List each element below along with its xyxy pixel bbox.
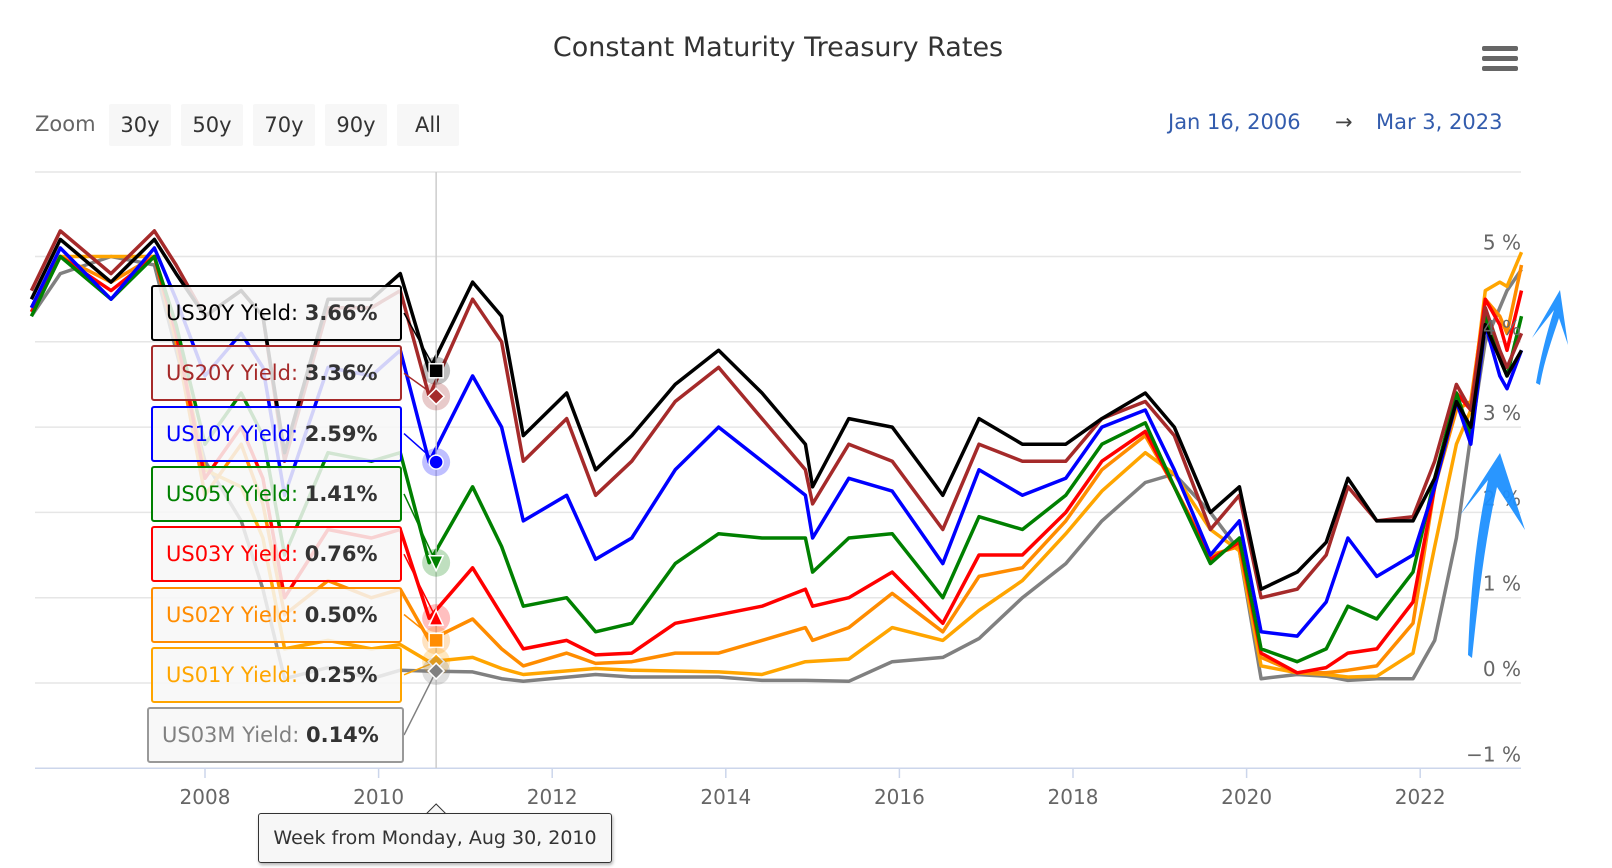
y-tick-label: 4 %	[1483, 316, 1521, 340]
y-tick-label: 5 %	[1483, 231, 1521, 255]
tooltip-series-label: US30Y Yield	[166, 301, 305, 325]
hamburger-icon[interactable]	[1482, 46, 1518, 74]
x-tick-label: 2012	[527, 785, 578, 809]
tooltip-connector	[403, 493, 437, 564]
hover-marker-circle	[428, 454, 444, 470]
zoom-50y-button[interactable]: 50y	[181, 104, 243, 146]
tooltip-item: US02Y Yield0.50%	[151, 586, 402, 643]
tooltip-series-label: US10Y Yield	[166, 422, 305, 446]
tooltip-item: US10Y Yield2.59%	[151, 405, 402, 462]
y-tick-label: 3 %	[1483, 401, 1521, 425]
tooltip-header: Week from Monday, Aug 30, 2010	[258, 813, 612, 863]
chart-title: Constant Maturity Treasury Rates	[552, 32, 1004, 63]
x-tick-label: 2014	[700, 785, 751, 809]
hover-marker-square	[428, 363, 444, 379]
tooltip-item: US03M Yield0.14%	[147, 707, 404, 764]
annotation-arrow-large	[1460, 453, 1525, 658]
tooltip-connector	[403, 670, 437, 736]
tooltip-series-label: US05Y Yield	[166, 482, 305, 506]
zoom-30y-button[interactable]: 30y	[109, 104, 171, 146]
x-tick-label: 2008	[180, 785, 231, 809]
tooltip-series-value: 0.76%	[304, 542, 378, 567]
x-tick-label: 2010	[353, 785, 404, 809]
tooltip-series-value: 3.66%	[304, 301, 378, 325]
tooltip-item: US30Y Yield3.66%	[151, 285, 402, 341]
tooltip-series-label: US02Y Yield	[166, 603, 305, 627]
tooltip-connector	[403, 553, 437, 619]
hover-marker-square	[428, 632, 444, 649]
y-tick-label: 0 %	[1483, 657, 1521, 681]
hover-marker-diamond	[427, 661, 446, 681]
tooltip-series-value: 3.36%	[304, 361, 378, 386]
x-tick-label: 2016	[874, 785, 925, 809]
tooltip-series-label: US01Y Yield	[166, 663, 305, 687]
tooltip-series-label: US20Y Yield	[166, 361, 305, 385]
tooltip-connector	[403, 312, 437, 372]
y-tick-label: −1 %	[1466, 742, 1521, 766]
zoom-label: Zoom	[35, 112, 96, 136]
range-from-input[interactable]: Jan 16, 2006	[1168, 110, 1301, 134]
annotation-arrow-small	[1532, 290, 1568, 385]
zoom-70y-button[interactable]: 70y	[253, 104, 315, 146]
tooltip-connector	[403, 372, 437, 398]
tooltip-series-label: US03M Yield	[162, 723, 306, 747]
y-tick-label: 1 %	[1483, 572, 1521, 596]
tooltip-item: US03Y Yield0.76%	[151, 526, 402, 583]
range-to-input[interactable]: Mar 3, 2023	[1376, 110, 1503, 134]
tooltip-series-value: 0.25%	[304, 662, 378, 687]
hover-marker-triangle-down	[427, 554, 445, 573]
hover-marker-triangle	[427, 608, 445, 626]
tooltip-item: US20Y Yield3.36%	[151, 345, 402, 402]
tooltip-series-value: 0.50%	[304, 602, 378, 627]
tooltip-item: US01Y Yield0.25%	[151, 646, 402, 703]
hover-marker-diamond	[427, 387, 446, 406]
tooltip-series-value: 1.41%	[304, 481, 378, 506]
tooltip-item: US05Y Yield1.41%	[151, 465, 402, 522]
tooltip-series-value: 0.14%	[305, 723, 379, 748]
tooltip-series-label: US03Y Yield	[166, 542, 305, 566]
x-tick-label: 2018	[1048, 785, 1099, 809]
tooltip-series-value: 2.59%	[304, 421, 378, 446]
zoom-90y-button[interactable]: 90y	[325, 104, 387, 146]
range-arrow: →	[1335, 110, 1353, 134]
x-tick-label: 2022	[1395, 785, 1446, 809]
zoom-all-button[interactable]: All	[397, 104, 459, 146]
x-tick-label: 2020	[1221, 785, 1272, 809]
